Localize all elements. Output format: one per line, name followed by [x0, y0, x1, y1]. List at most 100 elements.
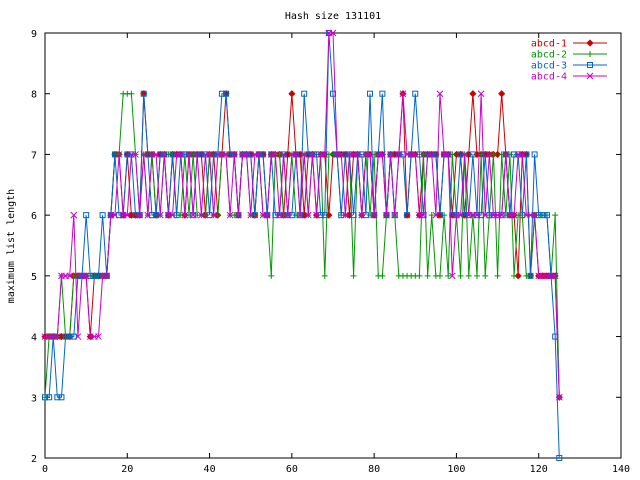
data-point-square — [124, 151, 131, 158]
data-point-x — [111, 211, 119, 219]
data-point-square — [140, 90, 147, 97]
data-point-plus — [416, 272, 423, 279]
data-point-x — [193, 151, 201, 158]
data-point-square — [58, 394, 65, 401]
data-point-plus — [436, 272, 443, 279]
data-point-square — [198, 151, 205, 158]
data-point-x — [140, 151, 148, 158]
data-point-plus — [465, 272, 472, 279]
data-point-x — [152, 151, 160, 158]
data-point-square — [157, 151, 164, 158]
data-point-square — [519, 212, 526, 219]
data-point-plus — [128, 90, 135, 97]
legend-label: abcd-1 — [531, 39, 567, 50]
data-point-x — [555, 393, 563, 401]
data-point-square — [91, 272, 98, 279]
data-point-square — [399, 151, 406, 158]
data-point-x — [210, 211, 218, 219]
data-point-x — [292, 151, 300, 158]
data-point-x — [185, 151, 193, 158]
data-point-plus — [350, 272, 357, 279]
chart-title: Hash size 131101 — [285, 11, 381, 22]
axis-ticks: 0 20 40 60 80 100 120 140 2 3 4 5 6 7 8 9 — [31, 29, 630, 475]
data-point-square — [111, 151, 118, 158]
x-tick-label: 60 — [286, 464, 298, 475]
legend-label: abcd-2 — [531, 50, 567, 61]
data-point-plus — [321, 272, 328, 279]
data-point-x — [243, 151, 250, 158]
data-point-square — [153, 212, 160, 219]
x-tick-label: 120 — [530, 464, 548, 475]
data-point-square — [42, 394, 48, 401]
y-tick-label: 8 — [31, 90, 37, 101]
data-point-square — [288, 212, 295, 219]
data-point-x — [354, 151, 362, 158]
data-point-diamond — [586, 39, 594, 47]
data-point-x — [358, 211, 366, 219]
data-point-x — [387, 151, 394, 158]
data-point-x — [169, 211, 176, 219]
data-point-square — [66, 333, 73, 340]
data-point-diamond — [469, 90, 477, 98]
data-point-square — [350, 212, 357, 219]
data-point-square — [210, 151, 217, 158]
data-point-square — [539, 212, 546, 219]
y-axis-label: maximum list length — [6, 189, 17, 303]
data-point-x — [255, 151, 263, 158]
data-point-square — [87, 272, 94, 279]
data-point-x — [296, 211, 304, 219]
data-point-square — [469, 151, 476, 158]
data-point-square — [321, 212, 328, 219]
data-point-x — [197, 211, 205, 219]
data-point-square — [457, 151, 464, 158]
data-point-x — [411, 151, 419, 158]
data-point-x — [391, 211, 399, 219]
data-point-square — [527, 272, 534, 279]
data-point-x — [304, 211, 312, 219]
data-point-square — [62, 333, 69, 340]
y-tick-label: 9 — [31, 29, 37, 40]
data-point-x — [66, 272, 74, 280]
data-point-x — [420, 211, 427, 219]
data-point-x — [222, 151, 230, 158]
data-point-x — [461, 151, 469, 158]
x-tick-label: 80 — [368, 464, 380, 475]
data-point-plus — [490, 151, 497, 158]
data-point-x — [481, 211, 489, 219]
data-point-x — [432, 211, 440, 219]
data-point-square — [358, 151, 365, 158]
data-point-x — [156, 211, 164, 219]
series-abcd-4 — [41, 29, 563, 401]
y-tick-label: 6 — [31, 211, 37, 222]
data-point-square — [478, 212, 485, 219]
data-point-square — [556, 455, 563, 461]
data-point-square — [169, 151, 176, 158]
data-point-x — [160, 151, 168, 158]
data-point-x — [383, 211, 390, 219]
data-point-x — [263, 211, 271, 219]
data-point-plus — [587, 51, 593, 57]
data-point-x — [95, 333, 102, 340]
y-tick-label: 3 — [31, 393, 37, 404]
data-point-plus — [428, 212, 435, 219]
data-point-plus — [474, 272, 480, 279]
data-point-x — [551, 272, 559, 280]
data-point-x — [321, 151, 329, 158]
data-point-plus — [379, 272, 386, 279]
data-point-x — [329, 29, 337, 37]
data-point-x — [177, 151, 185, 158]
data-point-square — [436, 212, 443, 219]
data-point-x — [189, 211, 197, 219]
data-point-plus — [214, 212, 221, 219]
data-point-x — [123, 211, 131, 219]
data-point-square — [46, 394, 53, 401]
data-point-x — [115, 151, 123, 158]
data-point-square — [342, 151, 349, 158]
data-point-x — [53, 333, 61, 340]
legend-item-abcd-3: abcd-3 — [531, 61, 607, 72]
y-tick-label: 4 — [31, 333, 37, 344]
data-point-plus — [424, 272, 431, 279]
y-tick-label: 7 — [31, 150, 37, 161]
data-point-square — [247, 151, 254, 158]
